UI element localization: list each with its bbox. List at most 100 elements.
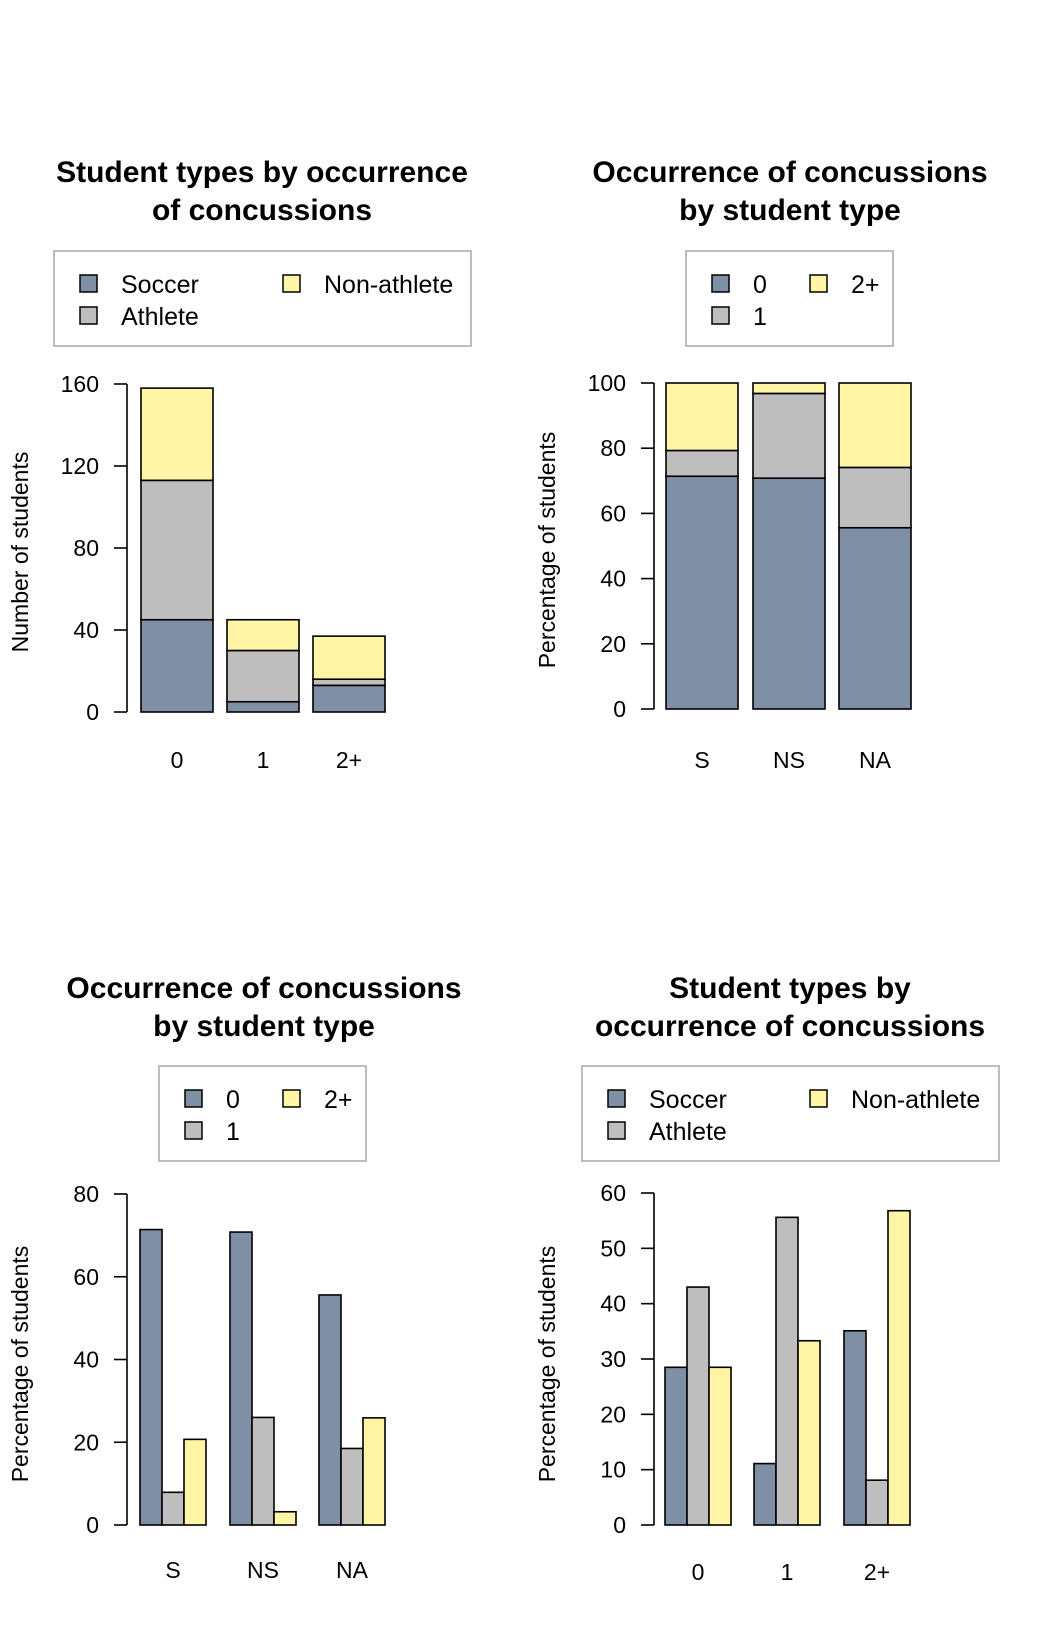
bar-segment [140,387,214,482]
bar-segment [838,526,912,710]
legend-box [53,250,472,347]
bar [340,1447,364,1526]
y-tick-label: 20 [600,631,626,657]
x-tick-label: 2+ [864,1559,890,1585]
legend-label-1: 1 [226,1118,240,1146]
legend-box [685,250,894,347]
bar-segment [838,382,912,469]
plot-area: 0 40 80 120 160 0 1 2+ [61,371,386,773]
panel-student-types-counts: Student types by occurrence of concussio… [7,156,472,773]
legend-box [158,1065,367,1162]
x-tick-label: 0 [171,747,184,773]
chart-title-line-1: Occurrence of concussions [66,972,461,1005]
bar [183,1438,207,1526]
legend-swatch-athlete [607,1121,626,1140]
legend-label-non-athlete: Non-athlete [324,271,453,299]
plot-area: 0 20 40 60 80 S NS NA [73,1181,386,1583]
bar [161,1491,185,1526]
x-tick-label: S [165,1557,180,1583]
y-tick-label: 60 [73,1264,99,1290]
bar-segment [312,684,386,713]
legend-swatch-0 [711,274,730,293]
plot-area: 0 10 20 30 40 50 60 0 1 2+ [600,1180,911,1585]
bar-segment [226,649,300,703]
legend-swatch-2plus [282,1089,301,1108]
legend-label-soccer: Soccer [121,271,199,299]
chart-title-line-1: Student types by [669,972,911,1005]
x-tick-label: NA [336,1557,369,1583]
y-tick-label: 80 [600,435,626,461]
legend-label-athlete: Athlete [649,1118,727,1146]
bar [664,1366,688,1526]
bar-segment [226,618,300,652]
y-tick-label: 0 [86,699,99,725]
bar-segment [140,479,214,621]
bar-segment [312,635,386,681]
legend-label-non-athlete: Non-athlete [851,1086,980,1114]
y-tick-label: 10 [600,1457,626,1483]
y-tick-label: 160 [61,371,99,397]
x-tick-label: 1 [257,747,270,773]
y-tick-label: 80 [73,1181,99,1207]
bar [318,1294,342,1526]
x-tick-label: 1 [781,1559,794,1585]
chart-title-line-1: Student types by occurrence [56,156,468,189]
legend-swatch-non-athlete [282,274,301,293]
legend-label-athlete: Athlete [121,303,199,331]
y-tick-label: 40 [600,1291,626,1317]
legend-swatch-1 [711,306,730,325]
bar [686,1286,710,1526]
bar [273,1510,297,1526]
bar-segment [752,392,826,479]
legend-label-2plus: 2+ [324,1086,353,1114]
legend-swatch-0 [184,1089,203,1108]
x-tick-label: 0 [692,1559,705,1585]
legend-box [581,1065,1000,1162]
bar-segment [226,700,300,713]
y-tick-label: 60 [600,500,626,526]
y-tick-label: 80 [73,535,99,561]
bar-segment [665,475,739,710]
legend-swatch-soccer [607,1089,626,1108]
chart-title-line-2: of concussions [152,194,372,227]
bar [843,1329,867,1526]
y-tick-label: 20 [600,1401,626,1427]
bar-segment [752,382,826,395]
bar-segment [665,382,739,452]
panel-concussions-percent-grouped: Occurrence of concussions by student typ… [7,972,462,1583]
y-tick-label: 30 [600,1346,626,1372]
x-tick-label: S [694,747,709,773]
y-tick-label: 120 [61,453,99,479]
legend-label-1: 1 [753,303,767,331]
bar-segment [312,678,386,687]
y-axis-label: Percentage of students [534,432,560,669]
chart-title-line-1: Occurrence of concussions [592,156,987,189]
legend-label-0: 0 [226,1086,240,1114]
bar [753,1462,777,1526]
x-tick-label: NA [859,747,892,773]
bar-segment [838,466,912,529]
panel-student-types-percent-grouped: Student types by occurrence of concussio… [534,972,1000,1585]
bar [362,1417,386,1526]
chart-title-line-2: by student type [679,194,901,227]
y-tick-label: 60 [600,1180,626,1206]
y-axis-label: Percentage of students [534,1246,560,1483]
panel-concussions-percent-stacked: Occurrence of concussions by student typ… [534,156,988,773]
y-tick-label: 0 [613,1512,626,1538]
y-tick-label: 40 [73,1347,99,1373]
y-tick-label: 0 [86,1512,99,1538]
x-tick-label: NS [247,1557,279,1583]
legend-label-0: 0 [753,271,767,299]
x-tick-label: 2+ [336,747,362,773]
y-tick-label: 40 [600,566,626,592]
legend-swatch-athlete [79,306,98,325]
chart-title-line-2: by student type [153,1010,375,1043]
bar [229,1231,253,1526]
bar [139,1228,163,1526]
y-tick-label: 20 [73,1429,99,1455]
legend-swatch-2plus [809,274,828,293]
legend-swatch-non-athlete [809,1089,828,1108]
y-axis-label: Number of students [7,452,33,653]
legend-label-soccer: Soccer [649,1086,727,1114]
